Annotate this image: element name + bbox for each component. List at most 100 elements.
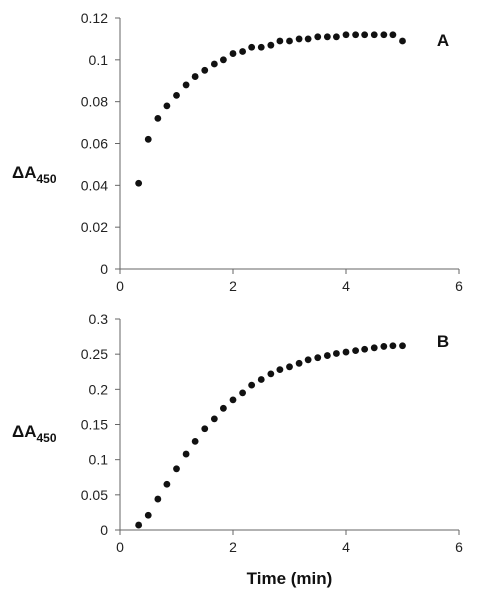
y-tick-label: 0.12 [81,10,108,26]
y-axis-label-main: ΔA [12,163,37,182]
data-point [389,342,397,350]
data-point [323,33,331,41]
y-ticks: 0 0.05 0.1 0.15 0.2 0.25 0.3 [81,311,120,538]
data-point [210,60,218,68]
data-point [182,450,190,458]
y-axis-label-subscript: 450 [37,172,57,186]
data-point [389,31,397,39]
y-tick-label: 0 [100,522,108,538]
data-point [163,480,171,488]
data-point [135,179,143,187]
data-point [370,31,378,39]
data-point [380,31,388,39]
y-axis-label-main: ΔA [12,422,37,441]
data-point [295,359,303,367]
y-tick-label: 0 [100,261,108,277]
y-tick-label: 0.15 [81,417,108,433]
data-point [304,35,312,43]
y-tick-label: 0.02 [81,219,108,235]
data-point [257,376,265,383]
y-tick-label: 0.06 [81,136,108,152]
data-point [239,48,247,55]
y-tick-label: 0.2 [89,381,109,397]
data-point [248,43,256,51]
y-tick-label: 0.1 [89,52,109,68]
data-point [361,345,369,353]
y-axis-label-subscript: 450 [37,431,57,445]
data-point [332,350,340,357]
data-point [201,425,209,433]
x-tick-label: 2 [229,278,237,294]
data-point [163,102,171,110]
data-point [210,415,218,423]
y-tick-label: 0.25 [81,346,108,362]
data-point [314,354,322,362]
data-point [323,352,331,359]
y-axis-label: ΔA450 [12,422,57,445]
data-point [144,135,152,143]
y-ticks: 0 0.02 0.04 0.06 0.08 0.1 0.12 [81,10,120,277]
x-tick-label: 4 [342,278,350,294]
data-point [304,356,312,364]
data-point [267,370,275,378]
y-axis-label: ΔA450 [12,163,57,186]
y-tick-label: 0.3 [89,311,109,327]
data-point [257,43,265,51]
x-tick-label: 0 [116,539,124,555]
data-point [295,35,303,43]
data-point [239,389,247,397]
data-point [332,33,340,41]
data-point [352,31,360,39]
panel-label: A [437,31,449,50]
panel-label: B [437,332,449,351]
x-tick-label: 2 [229,539,237,555]
y-tick-label: 0.04 [81,177,108,193]
y-tick-label: 0.1 [89,452,109,468]
x-tick-label: 6 [455,278,463,294]
data-point [352,347,360,355]
data-point [370,344,378,352]
axes [119,319,459,531]
x-tick-label: 4 [342,539,350,555]
data-point [248,381,256,389]
data-point [286,37,293,45]
data-point [191,437,199,445]
data-point [144,511,152,519]
data-point [219,404,227,412]
data-point [154,495,162,503]
axes [119,18,459,270]
data-point [267,41,275,49]
y-tick-label: 0.05 [81,487,108,503]
data-point [191,73,199,80]
chart-panel-a: 0 0.02 0.04 0.06 0.08 0.1 0.12 0 2 4 6 A ΔA450 [12,10,463,294]
data-point [219,56,227,64]
data-point [286,363,293,371]
data-point [154,115,162,122]
data-point [342,31,350,39]
data-point [276,366,284,374]
data-point [201,66,209,74]
data-point [229,396,237,404]
data-point [399,342,406,350]
x-tick-label: 0 [116,278,124,294]
data-point [173,91,180,99]
data-point [314,33,322,41]
data-point [182,81,190,89]
chart-panel-b: 0 0.05 0.1 0.15 0.2 0.25 0.3 0 2 4 6 B ΔA450 Time… [12,311,463,588]
y-tick-label: 0.08 [81,94,108,110]
data-point [173,465,180,473]
x-tick-label: 6 [455,539,463,555]
data-points [135,31,406,187]
data-points [135,342,406,529]
x-ticks: 0 2 4 6 [116,530,463,555]
data-point [229,50,237,57]
data-point [361,31,369,39]
x-axis-label: Time (min) [247,569,333,588]
data-point [276,37,284,45]
data-point [135,521,143,529]
data-point [399,37,406,45]
x-ticks: 0 2 4 6 [116,269,463,294]
data-point [380,343,388,350]
data-point [342,348,350,356]
